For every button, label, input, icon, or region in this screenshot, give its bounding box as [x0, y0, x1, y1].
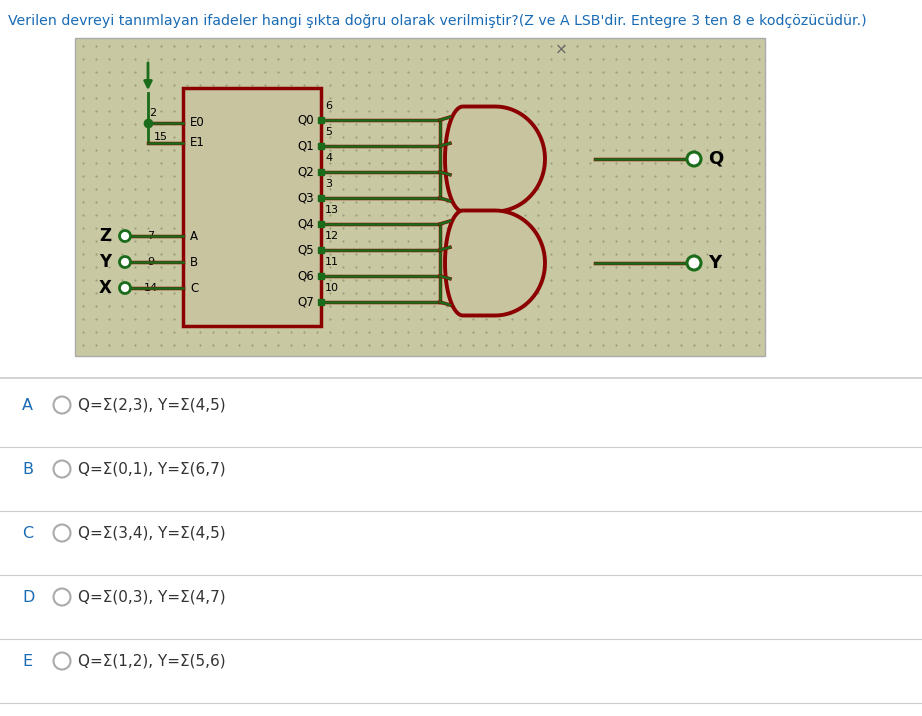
Text: Q=Σ(0,3), Y=Σ(4,7): Q=Σ(0,3), Y=Σ(4,7) [78, 589, 226, 604]
Bar [183, 88, 321, 326]
Text: 9: 9 [148, 257, 155, 267]
Text: Q1: Q1 [297, 140, 314, 153]
Circle shape [53, 460, 70, 478]
Text: Q=Σ(3,4), Y=Σ(4,5): Q=Σ(3,4), Y=Σ(4,5) [78, 526, 226, 541]
Text: Z: Z [99, 227, 111, 245]
Text: 4: 4 [325, 153, 332, 163]
Text: Q=Σ(0,1), Y=Σ(6,7): Q=Σ(0,1), Y=Σ(6,7) [78, 462, 226, 477]
Text: 15: 15 [154, 132, 168, 142]
Circle shape [687, 256, 701, 270]
Polygon shape [445, 211, 545, 316]
Bar [318, 117, 324, 123]
Text: 3: 3 [325, 179, 332, 189]
Text: C: C [22, 526, 33, 541]
Text: Y: Y [99, 253, 111, 271]
Text: B: B [190, 256, 198, 268]
Polygon shape [445, 107, 545, 211]
Text: Q4: Q4 [297, 218, 314, 231]
Bar [318, 273, 324, 279]
Circle shape [53, 589, 70, 606]
Circle shape [53, 525, 70, 541]
Text: E: E [22, 654, 32, 669]
Text: C: C [190, 281, 198, 294]
Text: 2: 2 [149, 108, 157, 118]
Text: E1: E1 [190, 137, 205, 150]
Text: Q=Σ(1,2), Y=Σ(5,6): Q=Σ(1,2), Y=Σ(5,6) [78, 654, 226, 669]
Bar [318, 247, 324, 253]
Text: 5: 5 [325, 127, 332, 137]
Text: X: X [99, 279, 112, 297]
Bar [75, 38, 765, 356]
Text: 7: 7 [148, 231, 155, 241]
Circle shape [687, 152, 701, 166]
Text: Q3: Q3 [298, 191, 314, 205]
Text: A: A [190, 230, 198, 243]
Text: Q2: Q2 [297, 165, 314, 178]
Text: A: A [22, 397, 33, 412]
Bar [318, 221, 324, 227]
Text: E0: E0 [190, 117, 205, 130]
Bar [318, 299, 324, 305]
Bar [318, 169, 324, 175]
Bar [318, 143, 324, 149]
Bar [318, 195, 324, 201]
Text: Q6: Q6 [297, 269, 314, 283]
Text: Verilen devreyi tanımlayan ifadeler hangi şıkta doğru olarak verilmiştir?(Z ve A: Verilen devreyi tanımlayan ifadeler hang… [8, 14, 867, 28]
Circle shape [53, 397, 70, 414]
Circle shape [120, 256, 131, 268]
Text: 10: 10 [325, 283, 339, 293]
Text: 12: 12 [325, 231, 339, 241]
Text: 6: 6 [325, 101, 332, 111]
Text: B: B [22, 462, 33, 477]
Text: 14: 14 [144, 283, 158, 293]
Text: Q: Q [708, 150, 723, 168]
Text: Q7: Q7 [297, 296, 314, 309]
Text: ×: × [555, 42, 568, 57]
Text: Q=Σ(2,3), Y=Σ(4,5): Q=Σ(2,3), Y=Σ(4,5) [78, 397, 226, 412]
Text: 13: 13 [325, 205, 339, 215]
Circle shape [120, 231, 131, 241]
Text: Q5: Q5 [298, 243, 314, 256]
Circle shape [120, 283, 131, 294]
Text: Q0: Q0 [298, 114, 314, 127]
Text: Y: Y [708, 254, 721, 272]
Text: D: D [22, 589, 34, 604]
Circle shape [53, 652, 70, 669]
Text: 11: 11 [325, 257, 339, 267]
